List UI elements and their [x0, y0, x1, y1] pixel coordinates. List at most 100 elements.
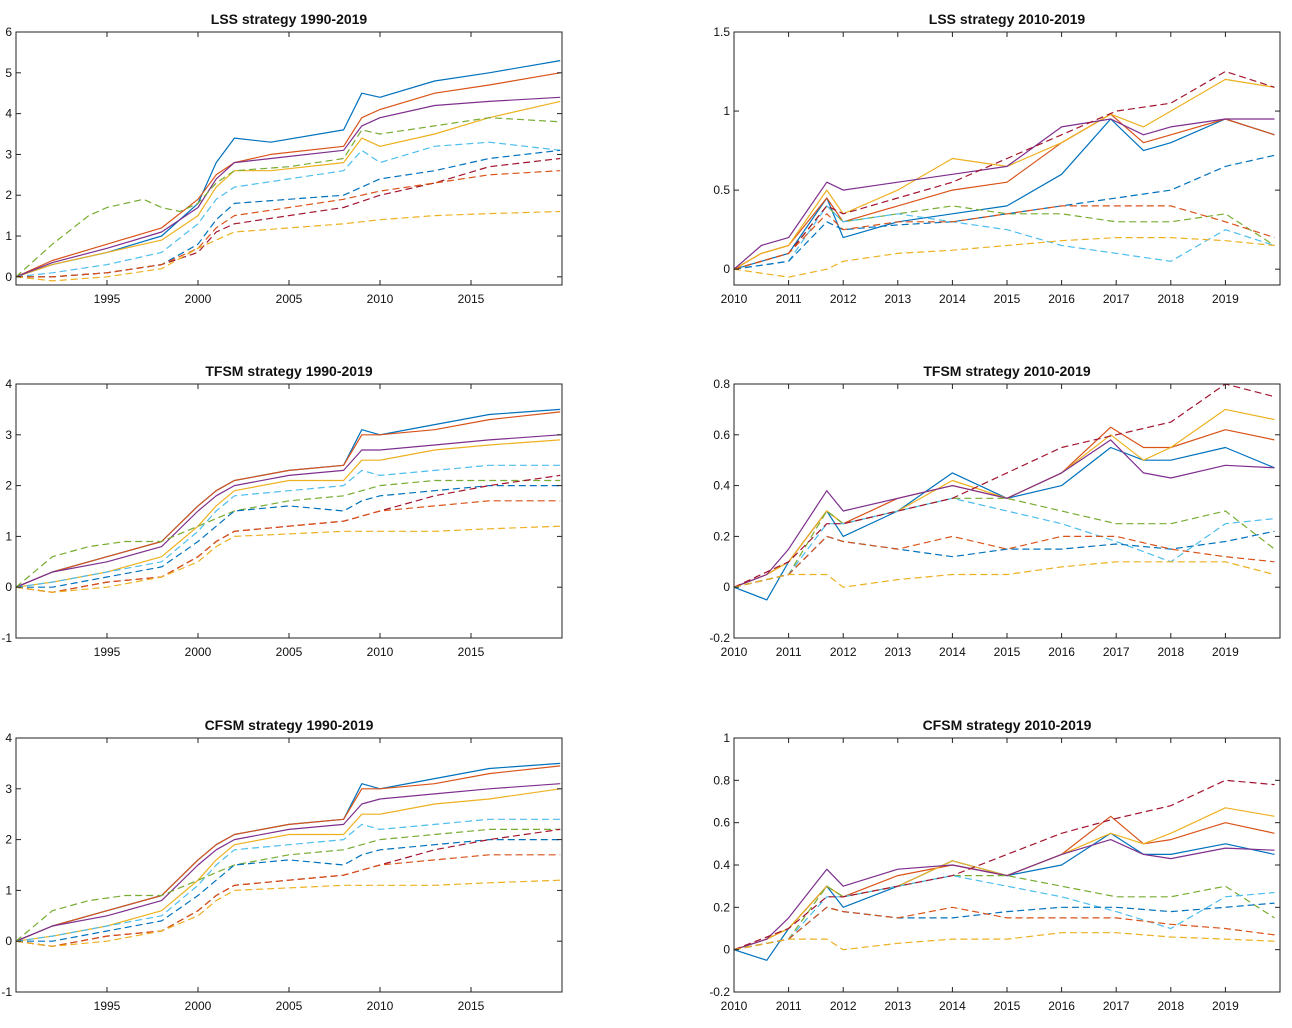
series-line-red-dashed — [734, 906, 1275, 951]
x-tick-label: 2015 — [458, 292, 485, 306]
y-tick-label: -0.2 — [709, 631, 730, 645]
series-line-yellow-dashed — [734, 932, 1275, 951]
series-line-green-dashed — [16, 117, 561, 278]
y-tick-label: 0 — [723, 262, 730, 276]
y-tick-label: 0 — [723, 580, 730, 594]
x-tick-label: 2010 — [721, 292, 748, 306]
x-tick-label: 2010 — [367, 292, 394, 306]
axes-box — [15, 737, 563, 993]
x-tick-label: 2012 — [830, 292, 857, 306]
series-line-red-solid — [16, 765, 561, 942]
chart-panel-6: CFSM strategy 2010-2019 2010 2011 2012 2013 2… — [709, 717, 1281, 1013]
x-tick-label: 2005 — [276, 292, 303, 306]
x-tick-label: 2000 — [185, 645, 212, 659]
series-line-yellow-dashed — [16, 525, 561, 593]
x-tick-label: 2013 — [884, 645, 911, 659]
y-tick-label: 0.8 — [713, 377, 730, 391]
series-group — [734, 384, 1275, 601]
series-line-cyan-dashed — [16, 464, 561, 588]
series-line-blue-solid — [734, 446, 1275, 601]
y-tick-label: -1 — [1, 985, 12, 999]
series-line-purple-solid — [16, 783, 561, 942]
chart-title: LSS strategy 2010-2019 — [929, 11, 1086, 27]
series-line-cyan-dashed — [734, 874, 1275, 951]
series-line-red-solid — [734, 113, 1275, 270]
y-tick-label: 0.8 — [713, 773, 730, 787]
x-tick-label: 2014 — [939, 999, 966, 1013]
x-tick-label: 2010 — [721, 645, 748, 659]
x-tick-label: 2012 — [830, 999, 857, 1013]
y-tick-label: 0 — [723, 943, 730, 957]
x-tick-label: 2015 — [458, 999, 485, 1013]
x-tick-label: 2018 — [1157, 999, 1184, 1013]
series-line-blue-solid — [16, 60, 561, 278]
x-tick-label: 1995 — [94, 292, 121, 306]
series-line-red-dashed — [16, 854, 561, 947]
y-tick-label: 0.2 — [713, 900, 730, 914]
x-tick-label: 2015 — [458, 645, 485, 659]
y-tick-label: 3 — [5, 428, 12, 442]
x-tick-label: 2019 — [1212, 645, 1239, 659]
series-group — [16, 762, 561, 947]
x-tick-label: 2011 — [776, 999, 802, 1013]
y-tick-label: 0.6 — [713, 816, 730, 830]
axes-box — [15, 383, 563, 639]
x-tick-label: 2013 — [884, 292, 911, 306]
series-line-purple-solid — [16, 434, 561, 588]
series-line-blue-dashed — [16, 485, 561, 588]
y-tick-label: 0 — [5, 934, 12, 948]
series-line-yellow-dashed — [16, 879, 561, 947]
series-group — [16, 60, 561, 282]
x-tick-label: 2018 — [1157, 292, 1184, 306]
chart-title: TFSM strategy 1990-2019 — [205, 363, 373, 379]
x-tick-label: 2014 — [939, 292, 966, 306]
series-line-green-dashed — [734, 497, 1275, 588]
x-tick-label: 2013 — [884, 999, 911, 1013]
x-tick-label: 2019 — [1212, 999, 1239, 1013]
series-line-blue-dashed — [16, 838, 561, 942]
series-line-yellow-dashed — [734, 561, 1275, 588]
y-tick-label: 4 — [5, 107, 12, 121]
chart-title: TFSM strategy 2010-2019 — [923, 363, 1091, 379]
y-tick-label: 0.4 — [713, 858, 730, 872]
series-line-yellow-solid — [16, 100, 561, 278]
series-line-yellow-solid — [734, 807, 1275, 951]
y-tick-label: -1 — [1, 631, 12, 645]
x-tick-label: 1995 — [94, 645, 121, 659]
series-line-red-solid — [734, 815, 1275, 951]
x-tick-label: 1995 — [94, 999, 121, 1013]
series-line-purple-solid — [734, 118, 1275, 270]
series-line-blue-dashed — [734, 902, 1275, 951]
y-tick-label: 0 — [5, 270, 12, 284]
series-line-green-dashed — [16, 479, 561, 588]
x-tick-label: 2015 — [994, 645, 1021, 659]
y-tick-label: -0.2 — [709, 985, 730, 999]
y-tick-label: 3 — [5, 147, 12, 161]
x-tick-label: 2005 — [276, 645, 303, 659]
series-line-blue-solid — [734, 118, 1275, 270]
x-tick-label: 2010 — [367, 645, 394, 659]
y-tick-label: 2 — [5, 479, 12, 493]
y-tick-label: 0.2 — [713, 529, 730, 543]
series-line-yellow-solid — [734, 78, 1275, 270]
series-line-green-dashed — [734, 874, 1275, 951]
series-line-blue-dashed — [734, 154, 1275, 270]
x-tick-label: 2000 — [185, 292, 212, 306]
y-tick-label: 2 — [5, 188, 12, 202]
chart-panel-2: LSS strategy 2010-2019 2010 2011 2012 2013 20… — [713, 11, 1281, 306]
series-line-green-dashed — [734, 205, 1275, 270]
series-line-yellow-solid — [734, 408, 1275, 588]
y-tick-label: 6 — [5, 25, 12, 39]
x-tick-label: 2014 — [939, 645, 966, 659]
series-line-red-dashed — [16, 500, 561, 593]
series-line-red-solid — [734, 426, 1275, 588]
series-group — [734, 779, 1275, 961]
chart-title: CFSM strategy 1990-2019 — [205, 717, 374, 733]
series-line-cyan-dashed — [16, 818, 561, 942]
x-tick-label: 2016 — [1048, 292, 1075, 306]
y-tick-label: 4 — [5, 377, 12, 391]
series-line-cyan-dashed — [16, 141, 561, 278]
y-tick-label: 3 — [5, 782, 12, 796]
